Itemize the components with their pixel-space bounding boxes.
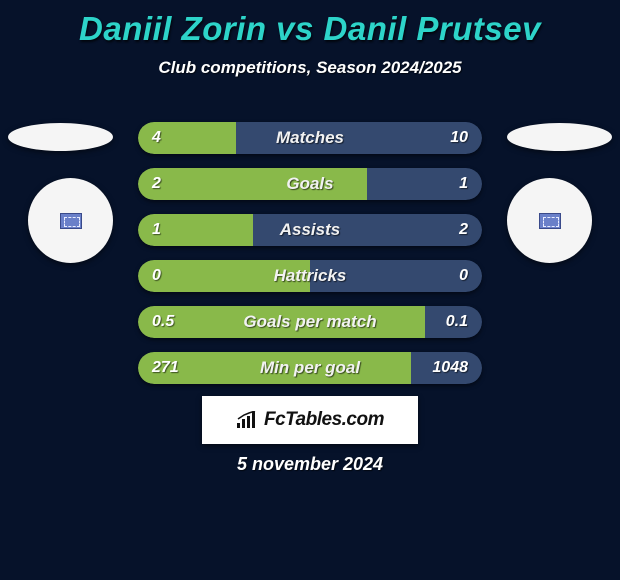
stat-label: Hattricks xyxy=(138,260,482,292)
stat-label: Goals per match xyxy=(138,306,482,338)
stat-row: 2711048Min per goal xyxy=(138,352,482,384)
right-club-badge xyxy=(507,178,592,263)
source-logo-text: FcTables.com xyxy=(264,409,384,431)
right-club-icon xyxy=(539,213,561,229)
left-flag-badge xyxy=(8,123,113,151)
stat-row: 21Goals xyxy=(138,168,482,200)
page-title: Daniil Zorin vs Danil Prutsev xyxy=(0,0,620,48)
stat-row: 12Assists xyxy=(138,214,482,246)
stat-label: Assists xyxy=(138,214,482,246)
chart-icon xyxy=(236,411,258,429)
right-flag-badge xyxy=(507,123,612,151)
left-club-icon xyxy=(60,213,82,229)
stat-label: Matches xyxy=(138,122,482,154)
subtitle: Club competitions, Season 2024/2025 xyxy=(0,58,620,78)
stat-bars: 410Matches 21Goals 12Assists 00Hattricks 0.5… xyxy=(138,122,482,398)
source-logo: FcTables.com xyxy=(202,396,418,444)
stat-label: Goals xyxy=(138,168,482,200)
left-club-badge xyxy=(28,178,113,263)
stat-row: 0.50.1Goals per match xyxy=(138,306,482,338)
stat-row: 00Hattricks xyxy=(138,260,482,292)
stat-row: 410Matches xyxy=(138,122,482,154)
date-label: 5 november 2024 xyxy=(0,454,620,475)
stat-label: Min per goal xyxy=(138,352,482,384)
